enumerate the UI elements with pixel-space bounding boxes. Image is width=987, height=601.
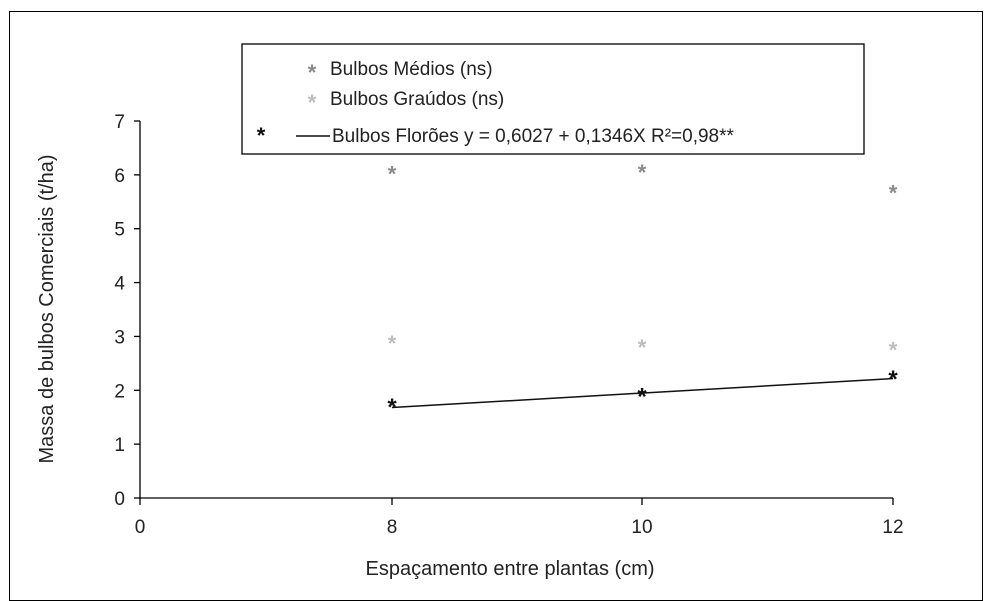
x-tick-label: 10 [631, 517, 652, 538]
data-point: * [638, 160, 647, 185]
legend-label-graudos: Bulbos Graúdos (ns) [330, 89, 504, 110]
data-point: * [388, 161, 397, 186]
y-tick-label: 2 [114, 381, 125, 402]
data-point: * [889, 180, 898, 205]
data-point: * [889, 338, 898, 363]
x-tick-label: 12 [882, 517, 903, 538]
trendline-floroes [391, 377, 894, 409]
legend-marker-medios: * [308, 60, 317, 85]
legend-label-medios: Bulbos Médios (ns) [330, 59, 493, 80]
data-point: * [637, 384, 647, 411]
y-tick-label: 5 [114, 220, 125, 241]
y-tick-label: 6 [114, 166, 125, 187]
data-point: * [888, 366, 898, 393]
legend-marker-floroes: * [257, 123, 266, 148]
data-point: * [388, 331, 397, 356]
points-layer: * * * * * * * * * [387, 160, 898, 421]
legend-marker-graudos: * [308, 90, 317, 115]
x-tick-label: 0 [135, 517, 146, 538]
data-point: * [387, 394, 397, 421]
legend: * Bulbos Médios (ns) * Bulbos Graúdos (n… [241, 43, 865, 155]
y-tick-label: 4 [114, 274, 125, 295]
y-tick-label: 1 [114, 435, 125, 456]
legend-box [241, 43, 865, 155]
y-tick-label: 3 [114, 327, 125, 348]
trendline-layer [391, 377, 894, 409]
y-tick-label: 0 [114, 489, 125, 510]
y-ticks: 0 1 2 3 4 5 6 7 [114, 112, 140, 510]
x-axis-title: Espaçamento entre plantas (cm) [365, 558, 654, 580]
x-tick-label: 8 [387, 517, 398, 538]
axes [139, 121, 893, 499]
legend-label-floroes: Bulbos Florões y = 0,6027 + 0,1346X R²=0… [332, 126, 735, 147]
data-point: * [638, 335, 647, 360]
y-tick-label: 7 [114, 112, 125, 133]
y-axis-title: Massa de bulbos Comerciais (t/ha) [36, 154, 58, 463]
x-ticks: 0 8 10 12 [135, 498, 904, 538]
